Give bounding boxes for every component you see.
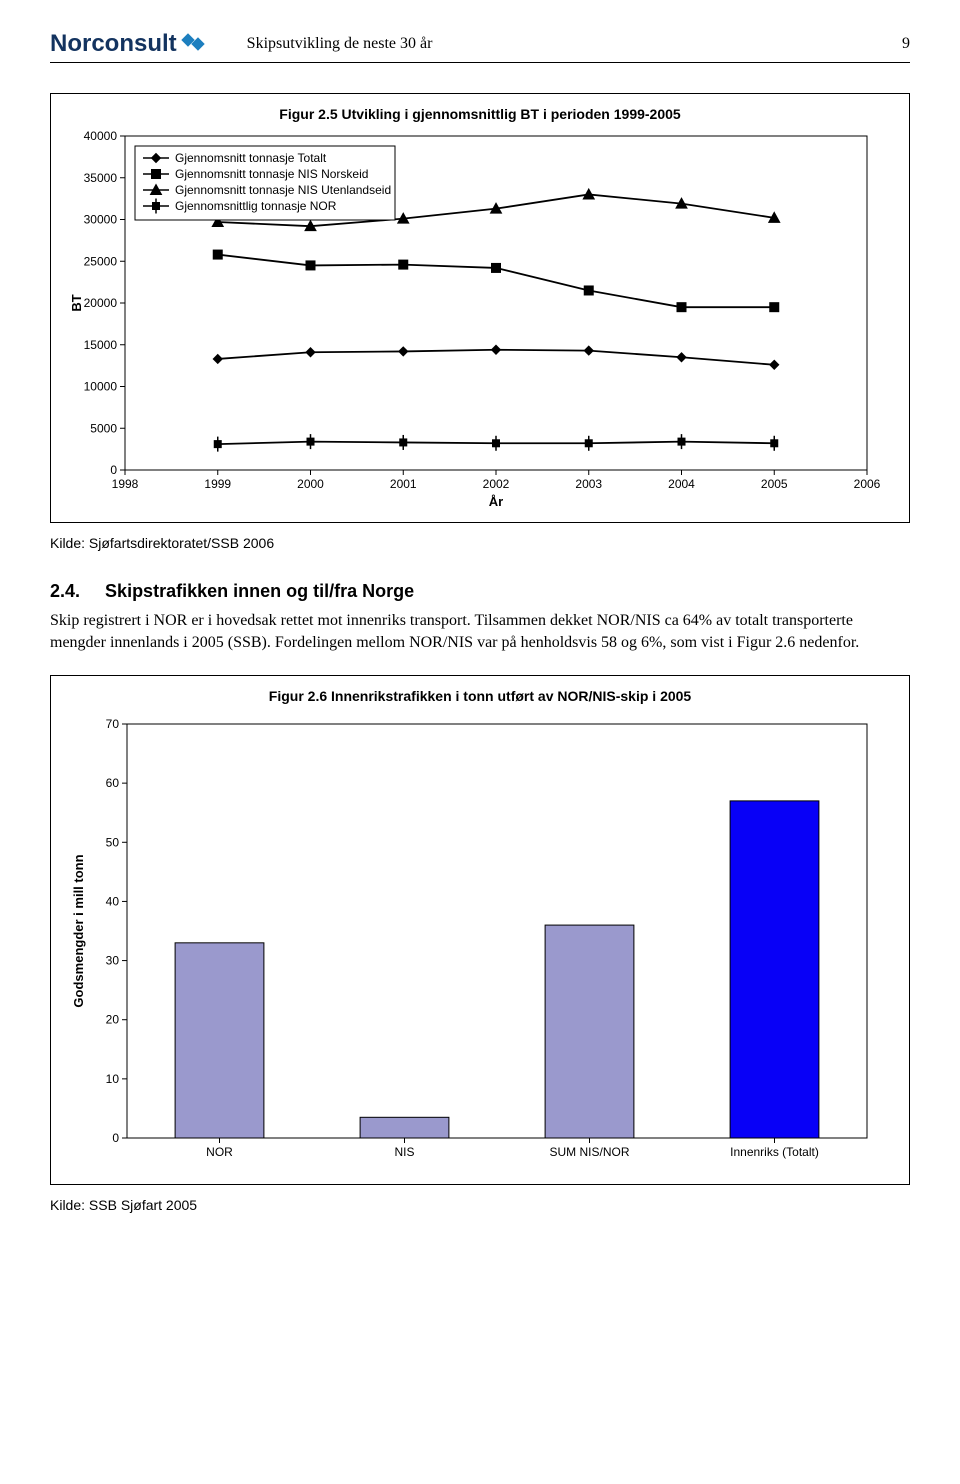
svg-text:Gjennomsnittlig tonnasje NOR: Gjennomsnittlig tonnasje NOR xyxy=(175,199,337,213)
svg-text:SUM NIS/NOR: SUM NIS/NOR xyxy=(549,1145,629,1159)
svg-text:BT: BT xyxy=(69,294,84,311)
page-header: Norconsult Skipsutvikling de neste 30 år… xyxy=(50,30,910,63)
figure-2-5-source: Kilde: Sjøfartsdirektoratet/SSB 2006 xyxy=(50,535,910,551)
svg-text:50: 50 xyxy=(106,835,120,849)
svg-text:0: 0 xyxy=(110,463,117,477)
svg-text:20000: 20000 xyxy=(84,296,118,310)
svg-text:40: 40 xyxy=(106,895,120,909)
svg-text:10000: 10000 xyxy=(84,380,118,394)
svg-text:2004: 2004 xyxy=(668,477,695,491)
figure-2-6-chart-area: 0 10 20 30 40 50 60 70 Godsmengder i mill tonn NO… xyxy=(65,712,895,1172)
svg-text:2001: 2001 xyxy=(390,477,417,491)
svg-text:1998: 1998 xyxy=(112,477,139,491)
svg-text:20: 20 xyxy=(106,1013,120,1027)
svg-text:40000: 40000 xyxy=(84,130,118,143)
svg-text:2002: 2002 xyxy=(483,477,510,491)
logo-text: Norconsult xyxy=(50,30,177,58)
page-container: Norconsult Skipsutvikling de neste 30 år… xyxy=(0,0,960,1283)
figure-2-6: Figur 2.6 Innenrikstrafikken i tonn utfø… xyxy=(50,675,910,1185)
svg-text:25000: 25000 xyxy=(84,254,118,268)
svg-text:60: 60 xyxy=(106,776,120,790)
section-number: 2.4. xyxy=(50,581,80,601)
section-title-text: Skipstrafikken innen og til/fra Norge xyxy=(105,581,414,601)
svg-text:0: 0 xyxy=(112,1131,119,1145)
svg-text:2000: 2000 xyxy=(297,477,324,491)
svg-text:Gjennomsnitt tonnasje Totalt: Gjennomsnitt tonnasje Totalt xyxy=(175,151,327,165)
svg-text:35000: 35000 xyxy=(84,171,118,185)
svg-text:Gjennomsnitt tonnasje NIS Uten: Gjennomsnitt tonnasje NIS Utenlandseid xyxy=(175,183,391,197)
svg-text:2005: 2005 xyxy=(761,477,788,491)
svg-text:2006: 2006 xyxy=(854,477,881,491)
logo-icon xyxy=(181,32,207,56)
svg-text:70: 70 xyxy=(106,717,120,731)
figure-2-6-title: Figur 2.6 Innenrikstrafikken i tonn utfø… xyxy=(65,688,895,704)
figure-2-6-svg: 0 10 20 30 40 50 60 70 Godsmengder i mill tonn NO… xyxy=(65,712,885,1172)
header-title: Skipsutvikling de neste 30 år xyxy=(247,35,902,53)
figure-2-5-title: Figur 2.5 Utvikling i gjennomsnittlig BT… xyxy=(65,106,895,122)
section-heading: 2.4. Skipstrafikken innen og til/fra Nor… xyxy=(50,581,910,602)
svg-text:Gjennomsnitt tonnasje NIS Nors: Gjennomsnitt tonnasje NIS Norskeid xyxy=(175,167,368,181)
svg-text:5000: 5000 xyxy=(90,421,117,435)
figure-2-5: Figur 2.5 Utvikling i gjennomsnittlig BT… xyxy=(50,93,910,523)
figure-2-5-svg: 0 5000 10000 15000 20000 25000 30000 35000 40000… xyxy=(65,130,885,510)
svg-text:År: År xyxy=(489,494,503,509)
svg-text:Godsmengder i mill tonn: Godsmengder i mill tonn xyxy=(71,855,86,1008)
svg-text:15000: 15000 xyxy=(84,338,118,352)
svg-text:Innenriks (Totalt): Innenriks (Totalt) xyxy=(730,1145,819,1159)
figure-2-5-chart-area: 0 5000 10000 15000 20000 25000 30000 35000 40000… xyxy=(65,130,895,510)
figure-2-6-source: Kilde: SSB Sjøfart 2005 xyxy=(50,1197,910,1213)
svg-text:NOR: NOR xyxy=(206,1145,233,1159)
svg-text:2003: 2003 xyxy=(575,477,602,491)
svg-text:30: 30 xyxy=(106,954,120,968)
svg-text:30000: 30000 xyxy=(84,213,118,227)
logo: Norconsult xyxy=(50,30,207,58)
svg-text:1999: 1999 xyxy=(204,477,231,491)
header-page-number: 9 xyxy=(902,35,910,53)
svg-text:NIS: NIS xyxy=(394,1145,414,1159)
body-paragraph: Skip registrert i NOR er i hovedsak rett… xyxy=(50,610,910,653)
svg-text:10: 10 xyxy=(106,1072,120,1086)
